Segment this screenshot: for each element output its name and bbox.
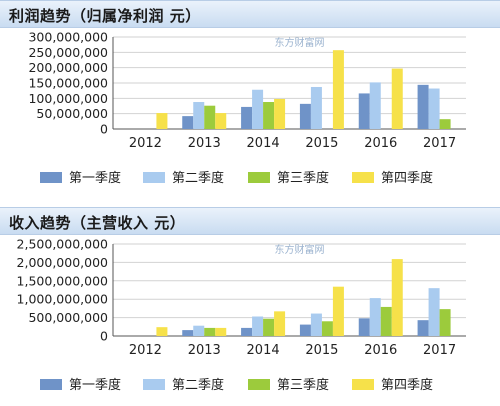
revenue-plot-area: 0 500,000,000 1,000,000,000 1,500,000,000 2,… [17, 237, 466, 358]
profit-xtick-label: 2017 [423, 136, 456, 151]
profit-bar-2017-q3 [439, 119, 451, 129]
profit-legend-label-q3: 第三季度 [277, 170, 329, 186]
profit-bar-2015-q1 [299, 103, 311, 129]
profit-ytick-label: 300,000,000 [28, 30, 108, 45]
profit-bar-2013-q3 [204, 105, 216, 129]
profit-bar-2014-q2 [252, 89, 264, 129]
profit-ytick-label: 200,000,000 [28, 60, 108, 75]
revenue-chart-title: 收入趋势（主营收入 元） [9, 214, 186, 232]
profit-legend-label-q1: 第一季度 [69, 170, 121, 186]
profit-legend-swatch-q3 [248, 172, 270, 183]
revenue-bar-2016-q4 [391, 259, 403, 336]
profit-legend-label-q4: 第四季度 [381, 170, 433, 186]
profit-watermark: 东方财富网 [275, 36, 325, 49]
profit-panel-header: 利润趋势（归属净利润 元） [0, 0, 500, 28]
revenue-bar-2015-q1 [299, 324, 311, 336]
profit-xtick-label: 2014 [247, 136, 280, 151]
revenue-xtick-label: 2016 [364, 343, 397, 358]
revenue-bar-2013-q2 [193, 325, 205, 336]
profit-xtick-label: 2015 [305, 136, 338, 151]
revenue-legend-label-q2: 第二季度 [172, 377, 224, 393]
profit-bar-2014-q1 [241, 106, 253, 129]
revenue-bar-2013-q3 [204, 327, 216, 336]
profit-bar-2014-q4 [274, 98, 286, 129]
profit-chart-title: 利润趋势（归属净利润 元） [9, 7, 201, 25]
revenue-bar-2014-q2 [252, 316, 264, 336]
profit-legend: 第一季度 第二季度 第三季度 第四季度 [40, 170, 433, 186]
revenue-bar-2014-q1 [241, 327, 253, 336]
revenue-watermark: 东方财富网 [275, 243, 325, 256]
revenue-bar-2015-q3 [321, 321, 333, 336]
revenue-xtick-label: 2015 [305, 343, 338, 358]
revenue-legend-label-q4: 第四季度 [381, 377, 433, 393]
profit-bar-2016-q4 [391, 68, 403, 129]
profit-bar-2017-q2 [428, 88, 440, 129]
profit-ytick-label: 250,000,000 [28, 45, 108, 60]
revenue-bar-2013-q4 [215, 327, 227, 336]
revenue-chart: 0 500,000,000 1,000,000,000 1,500,000,000 2,… [17, 237, 466, 393]
profit-bar-2012-q4 [156, 113, 168, 129]
revenue-bar-2015-q2 [310, 313, 322, 336]
revenue-bar-2014-q3 [263, 318, 275, 336]
revenue-xtick-label: 2013 [188, 343, 221, 358]
revenue-bar-2017-q2 [428, 288, 440, 336]
revenue-xtick-label: 2014 [247, 343, 280, 358]
profit-ytick-label: 150,000,000 [28, 76, 108, 91]
profit-plot-area: 050,000,000100,000,000150,000,000200,000… [28, 30, 466, 151]
revenue-bar-2016-q1 [358, 318, 370, 336]
revenue-ytick-label: 500,000,000 [28, 310, 108, 325]
revenue-legend-label-q1: 第一季度 [69, 377, 121, 393]
revenue-bar-2014-q4 [274, 311, 286, 336]
profit-xtick-label: 2013 [188, 136, 221, 151]
profit-legend-swatch-q1 [40, 172, 62, 183]
revenue-bar-2012-q4 [156, 327, 168, 336]
profit-ytick-label: 100,000,000 [28, 91, 108, 106]
revenue-legend: 第一季度 第二季度 第三季度 第四季度 [40, 377, 433, 393]
revenue-xtick-label: 2017 [423, 343, 456, 358]
profit-bar-2013-q4 [215, 113, 227, 129]
profit-bar-2013-q1 [182, 116, 194, 129]
profit-bar-2014-q3 [263, 102, 275, 129]
revenue-ytick-label: 1,500,000,000 [17, 273, 108, 288]
profit-legend-swatch-q2 [143, 172, 165, 183]
profit-legend-swatch-q4 [352, 172, 374, 183]
profit-bar-2015-q4 [332, 50, 344, 129]
profit-xtick-label: 2016 [364, 136, 397, 151]
revenue-legend-swatch-q2 [143, 379, 165, 390]
revenue-bar-2016-q2 [369, 298, 381, 336]
revenue-legend-label-q3: 第三季度 [277, 377, 329, 393]
profit-bar-2015-q2 [310, 86, 322, 129]
revenue-ytick-label: 2,500,000,000 [17, 237, 108, 252]
profit-bar-2013-q2 [193, 102, 205, 129]
profit-bar-2016-q2 [369, 82, 381, 129]
revenue-ytick-label: 1,000,000,000 [17, 292, 108, 307]
revenue-bar-2013-q1 [182, 330, 194, 336]
revenue-bar-2015-q4 [332, 286, 344, 336]
revenue-bar-2017-q1 [417, 320, 429, 336]
revenue-legend-swatch-q3 [248, 379, 270, 390]
revenue-ytick-label: 2,000,000,000 [17, 255, 108, 270]
profit-legend-label-q2: 第二季度 [172, 170, 224, 186]
revenue-bar-2017-q3 [439, 309, 451, 336]
revenue-legend-swatch-q1 [40, 379, 62, 390]
profit-bar-2017-q1 [417, 84, 429, 129]
profit-xtick-label: 2012 [129, 136, 162, 151]
revenue-xtick-label: 2012 [129, 343, 162, 358]
profit-ytick-label: 50,000,000 [36, 106, 108, 121]
revenue-panel-header: 收入趋势（主营收入 元） [0, 207, 500, 235]
revenue-bar-2016-q3 [380, 306, 392, 336]
revenue-ytick-label: 0 [100, 329, 108, 344]
profit-ytick-label: 0 [100, 122, 108, 137]
profit-chart: 050,000,000100,000,000150,000,000200,000… [28, 30, 466, 186]
revenue-legend-swatch-q4 [352, 379, 374, 390]
profit-bar-2016-q1 [358, 93, 370, 129]
